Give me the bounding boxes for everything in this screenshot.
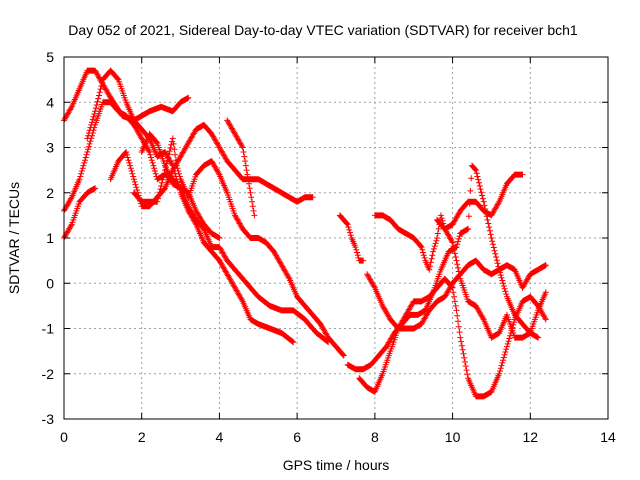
data-points (61, 67, 549, 400)
x-tick-label: 10 (445, 429, 461, 445)
series-track-2 (61, 99, 332, 346)
series-track-3 (61, 185, 99, 241)
series-track-13 (356, 275, 549, 400)
x-axis-label: GPS time / hours (283, 457, 390, 473)
data-point-markers (371, 171, 526, 273)
data-point-markers (84, 67, 192, 142)
x-tick-label: 4 (216, 429, 224, 445)
data-point-markers (356, 275, 549, 400)
series-track-10 (364, 257, 549, 332)
y-tick-label: -1 (42, 321, 55, 337)
x-tick-label: 0 (60, 429, 68, 445)
data-point-markers (364, 257, 549, 332)
series-track-7 (138, 130, 223, 241)
y-tick-label: 0 (46, 275, 54, 291)
y-tick-label: 5 (46, 49, 54, 65)
data-point-markers (434, 216, 549, 341)
series-track-11 (371, 171, 526, 273)
y-tick-label: 2 (46, 185, 54, 201)
data-point-markers (61, 99, 332, 346)
y-tick-label: -2 (42, 366, 55, 382)
y-tick-label: 3 (46, 140, 54, 156)
x-tick-label: 14 (600, 429, 616, 445)
data-point-markers (224, 117, 258, 219)
chart-title: Day 052 of 2021, Sidereal Day-to-day VTE… (68, 22, 578, 38)
x-tick-label: 12 (522, 429, 538, 445)
y-axis-label: SDTVAR / TECUs (6, 182, 22, 294)
series-track-6 (130, 135, 347, 359)
data-point-markers (130, 135, 347, 359)
y-tick-label: 4 (46, 94, 54, 110)
series-track-4 (84, 67, 192, 142)
data-point-markers (336, 212, 367, 264)
y-tick-label: 1 (46, 230, 54, 246)
x-tick-label: 2 (138, 429, 146, 445)
series-track-14 (434, 216, 549, 341)
x-tick-label: 8 (371, 429, 379, 445)
series-track-9 (336, 212, 367, 264)
data-point-markers (61, 185, 99, 241)
data-point-markers (138, 130, 223, 241)
x-tick-label: 6 (293, 429, 301, 445)
y-tick-label: -3 (42, 411, 55, 427)
series-track-8 (224, 117, 258, 219)
